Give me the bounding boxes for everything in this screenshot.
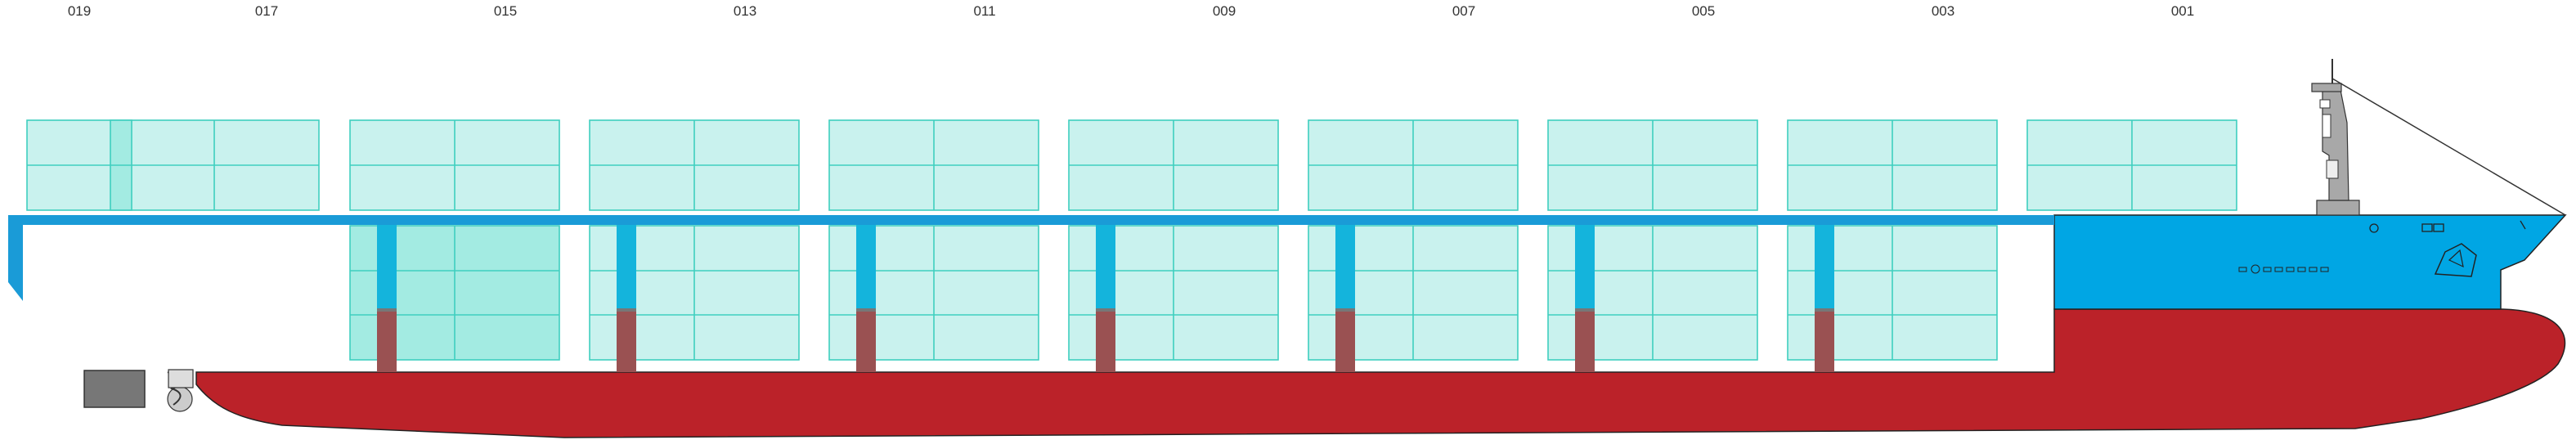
pillar-lower	[377, 308, 397, 372]
bay-label-017: 017	[254, 3, 279, 19]
hull-blue-bow	[2053, 214, 2567, 310]
forward-mast	[2311, 59, 2566, 216]
star-logo	[2434, 243, 2477, 277]
hatch-pillars	[377, 225, 1834, 372]
pillar-joint	[1815, 308, 1834, 312]
pillar-lower	[617, 308, 636, 372]
pillar-lower	[1335, 308, 1355, 372]
name-plate	[2238, 264, 2329, 274]
bow-details	[2238, 220, 2526, 277]
rudder	[83, 370, 146, 408]
pillar-lower	[1096, 308, 1115, 372]
pillar-joint	[377, 308, 397, 312]
bay-label-007: 007	[1452, 3, 1476, 19]
pillar-joint	[1096, 308, 1115, 312]
bay-label-015: 015	[493, 3, 518, 19]
pillar-upper	[856, 225, 876, 308]
bay-label-005: 005	[1691, 3, 1716, 19]
bay-label-003: 003	[1931, 3, 1955, 19]
pillar-lower	[1575, 308, 1595, 372]
bay-label-001: 001	[2170, 3, 2195, 19]
pillar-upper	[1815, 225, 1834, 308]
pillar-joint	[1335, 308, 1355, 312]
bay-label-011: 011	[973, 3, 996, 19]
pillar-upper	[377, 225, 397, 308]
stern-transom	[8, 219, 23, 301]
hold-containers	[349, 225, 1998, 361]
bay-label-009: 009	[1212, 3, 1236, 19]
pillar-joint	[1575, 308, 1595, 312]
hull	[8, 214, 2567, 438]
bay-label-013: 013	[733, 3, 757, 19]
main-deck	[8, 215, 2054, 225]
pillar-joint	[617, 308, 636, 312]
pillar-lower	[1815, 308, 1834, 372]
pillar-lower	[856, 308, 876, 372]
deck-containers	[26, 119, 2237, 211]
pillar-upper	[1096, 225, 1115, 308]
pillar-joint	[856, 308, 876, 312]
propeller	[167, 369, 194, 412]
pillar-upper	[1335, 225, 1355, 308]
pillar-upper	[617, 225, 636, 308]
hull-red-underwater	[195, 308, 2566, 438]
bay-label-019: 019	[67, 3, 92, 19]
pillar-upper	[1575, 225, 1595, 308]
